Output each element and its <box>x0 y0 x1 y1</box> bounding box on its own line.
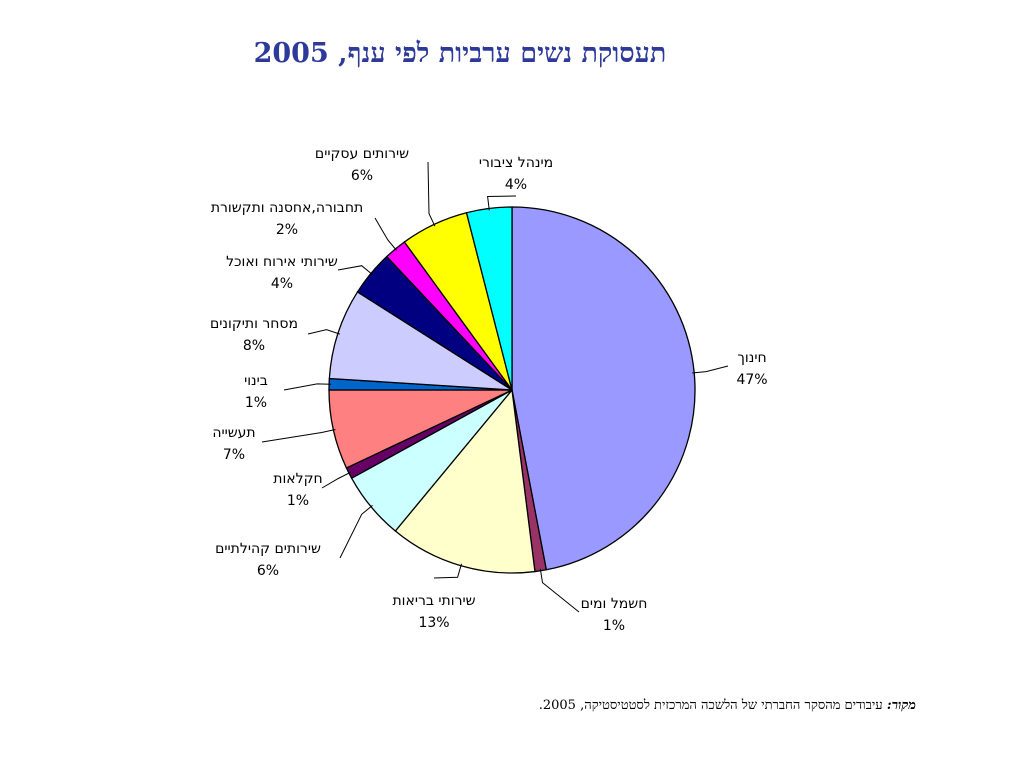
slice-value-label: 6% <box>351 168 373 184</box>
slice-label: שירותים עסקיים <box>315 146 409 162</box>
slice-label: תעשייה <box>212 425 255 441</box>
slice-value-label: 8% <box>243 338 265 354</box>
slice-label: שירותי בריאות <box>392 593 475 609</box>
leader-line <box>283 383 332 391</box>
slice-label: תחבורה,אחסנה ותקשורת <box>211 200 363 216</box>
slice-label: חינוך <box>737 350 766 366</box>
slice-label: שירותים קהילתיים <box>215 541 321 557</box>
chart-title: תעסוקת נשים ערביות לפי ענף, 2005 <box>253 38 667 69</box>
slice-label: בינוי <box>244 373 268 389</box>
slice-label: חשמל ומים <box>581 596 648 612</box>
leader-line <box>339 505 373 559</box>
slice-value-label: 2% <box>276 222 298 238</box>
slice-value-label: 6% <box>257 563 279 579</box>
leader-line <box>307 329 341 335</box>
leader-line <box>261 429 336 443</box>
leader-line <box>487 195 517 211</box>
slice-value-label: 4% <box>271 276 293 292</box>
leader-line <box>374 217 397 251</box>
slice-value-label: 1% <box>287 493 309 509</box>
leader-line <box>539 568 580 613</box>
source-note: מקור: עיבודים מהסקר החברתי של הלשכה המרכ… <box>539 697 916 713</box>
leader-line <box>337 265 373 275</box>
slice-value-label: 4% <box>505 177 527 193</box>
slice-value-label: 47% <box>736 372 767 388</box>
slice-label: חקלאות <box>273 471 322 487</box>
leader-line <box>433 563 462 579</box>
leader-line <box>692 365 729 374</box>
slice-label: שירותי אירוח ואוכל <box>226 254 338 270</box>
leader-line <box>321 471 351 489</box>
leader-line <box>427 161 436 227</box>
slice-label: מסחר ותיקונים <box>210 316 298 332</box>
slice-value-label: 1% <box>245 395 267 411</box>
source-label: מקור: <box>886 698 916 713</box>
slice-value-label: 7% <box>223 447 245 463</box>
slice-label: מינהל ציבורי <box>479 155 553 171</box>
pie-slice <box>511 206 696 571</box>
source-text: עיבודים מהסקר החברתי של הלשכה המרכזית לס… <box>538 698 887 713</box>
slice-value-label: 1% <box>603 618 625 634</box>
slice-value-label: 13% <box>418 615 449 631</box>
